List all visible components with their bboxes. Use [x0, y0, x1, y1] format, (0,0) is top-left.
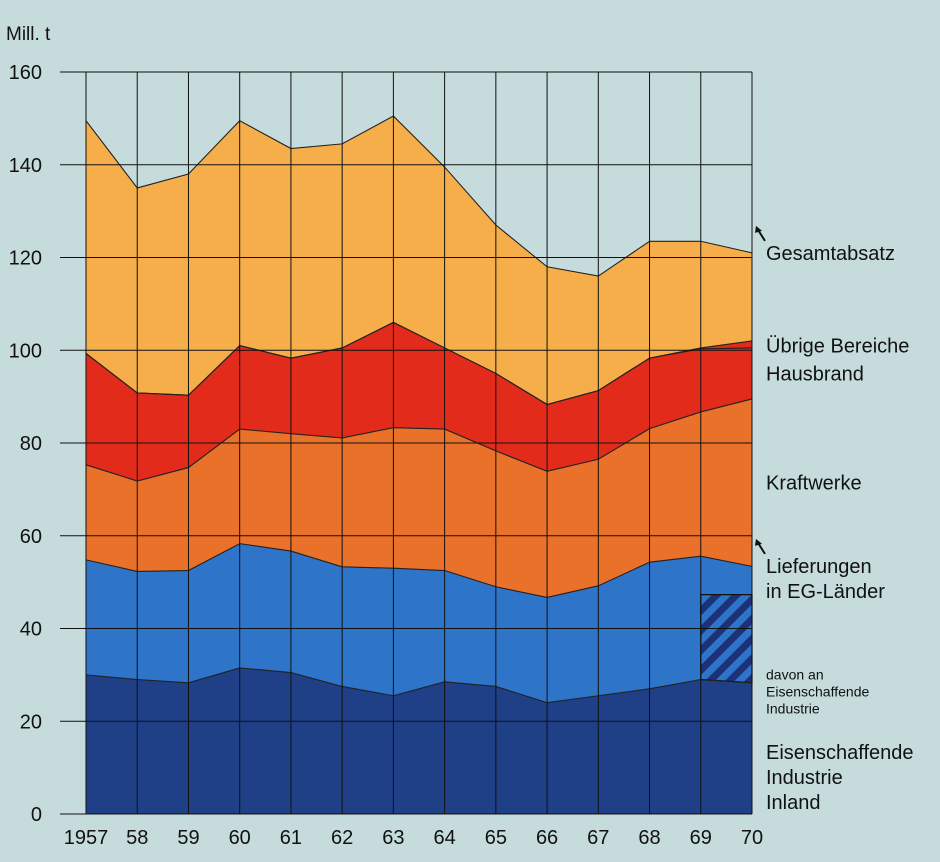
area-band-kraftwerke: [86, 398, 752, 598]
legend-label: in EG-Länder: [766, 581, 885, 603]
x-tick-label: 65: [485, 827, 507, 849]
legend-label: Gesamtabsatz: [766, 243, 895, 265]
legend-label: Lieferungen: [766, 556, 872, 578]
grid-lines: [85, 71, 753, 815]
x-tick-label: 67: [587, 827, 609, 849]
legend-label: Übrige Bereiche: [766, 336, 909, 358]
y-tick-label: 160: [9, 62, 42, 84]
x-tick-label: 69: [690, 827, 712, 849]
series-line-kraftwerke: [85, 398, 753, 482]
legend-pointer-arrow: [757, 542, 766, 555]
y-axis-unit-label: Mill. t: [6, 24, 51, 45]
legend-label: davon an: [766, 667, 824, 683]
legend-item-uebrige-bereiche: Übrige Bereiche: [766, 336, 909, 358]
legend-item-hausbrand: Hausbrand: [766, 363, 864, 385]
legend-item-lieferungen-in-eg-laender: Lieferungen in EG-Länder: [755, 538, 885, 603]
legend-pointer-arrowhead: [755, 538, 762, 546]
band-outlines: [85, 115, 753, 704]
x-axis-ticks: 1957 58 59 60 61 62 63 64 65 66 67 68 69 70: [64, 827, 763, 849]
legend-label: Inland: [766, 792, 821, 814]
legend-label: Kraftwerke: [766, 472, 862, 494]
legend-label: Industrie: [766, 701, 820, 717]
x-tick-label: 62: [331, 827, 353, 849]
legend-label: Eisenschaffende: [766, 742, 914, 764]
x-tick-label: 58: [126, 827, 148, 849]
legend-label: Hausbrand: [766, 363, 864, 385]
legend-item-kraftwerke: Kraftwerke: [766, 472, 862, 494]
legend-label: Eisenschaffende: [766, 684, 869, 700]
hatched-subset-area: [700, 594, 753, 684]
area-band-hausbrand: [86, 322, 752, 482]
x-tick-label: 70: [741, 827, 763, 849]
x-tick-label: 66: [536, 827, 558, 849]
area-band-gesamtabsatz: [86, 116, 752, 405]
series-line-lieferungen-in-eg-laender: [85, 543, 753, 598]
series-line-uebrige-bereiche: [85, 321, 753, 406]
x-tick-label: 59: [177, 827, 199, 849]
legend-item-eisenschaffende-industrie-inland: Eisenschaffende Industrie Inland: [766, 742, 914, 814]
legend-pointer-arrow: [757, 229, 766, 242]
area-band-lieferungen-in-eg-laender: [86, 543, 752, 703]
y-tick-label: 0: [31, 804, 42, 826]
legend-pointer-arrowhead: [755, 225, 762, 233]
subset-hatched-area: [700, 594, 753, 684]
x-tick-label: 61: [280, 827, 302, 849]
y-tick-label: 140: [9, 155, 42, 177]
y-axis-ticks: 0 20 40 60 80 100 120 140 160: [9, 62, 86, 826]
y-tick-label: 80: [20, 433, 42, 455]
x-tick-label: 63: [382, 827, 404, 849]
y-tick-label: 40: [20, 619, 42, 641]
x-tick-label: 1957: [64, 827, 109, 849]
y-tick-label: 60: [20, 526, 42, 548]
series-line-eisenschaffende-industrie-inland: [85, 667, 753, 704]
legend: Gesamtabsatz Übrige Bereiche Hausbrand Kraf…: [755, 225, 914, 814]
legend-item-gesamtabsatz: Gesamtabsatz: [755, 225, 895, 265]
x-tick-label: 60: [229, 827, 251, 849]
x-tick-label: 64: [433, 827, 455, 849]
y-tick-label: 20: [20, 711, 42, 733]
y-tick-label: 100: [9, 340, 42, 362]
legend-label: Industrie: [766, 767, 843, 789]
area-band-eisenschaffende-industrie-inland: [86, 667, 752, 814]
y-tick-label: 120: [9, 248, 42, 270]
x-tick-label: 68: [638, 827, 660, 849]
